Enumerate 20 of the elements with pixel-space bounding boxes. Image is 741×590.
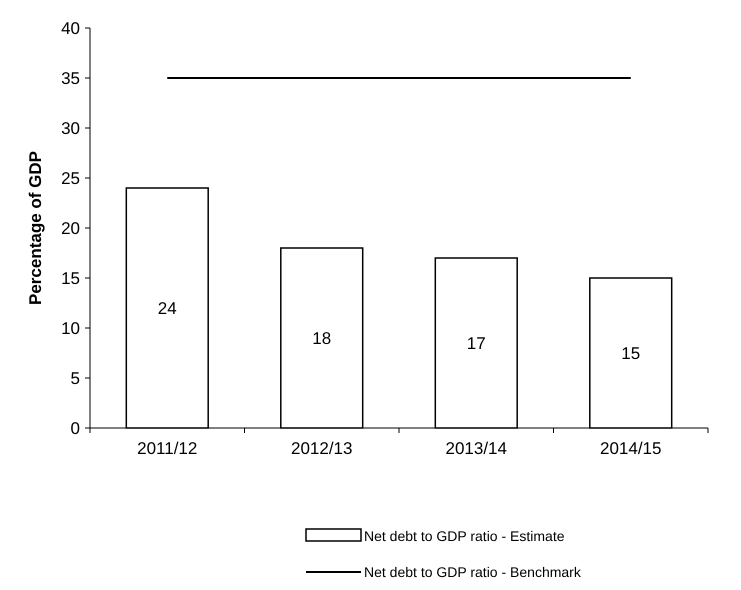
y-tick-label: 35 [61,69,80,88]
y-tick-label: 30 [61,119,80,138]
legend-label: Net debt to GDP ratio - Benchmark [364,564,582,580]
y-tick-label: 40 [61,19,80,38]
data-label: 17 [466,334,486,353]
y-tick-label: 20 [61,219,80,238]
x-tick-label: 2013/14 [446,439,507,458]
y-axis-title: Percentage of GDP [26,151,45,305]
y-tick-label: 5 [70,369,80,388]
data-label: 15 [621,344,640,363]
y-tick-label: 25 [61,169,80,188]
y-tick-label: 10 [61,319,80,338]
x-tick-label: 2012/13 [291,439,352,458]
y-tick-label: 0 [70,419,80,438]
y-tick-label: 15 [61,269,80,288]
x-tick-label: 2011/12 [137,439,198,458]
legend-label: Net debt to GDP ratio - Estimate [364,528,565,544]
x-tick-label: 2014/15 [600,439,662,458]
data-label: 24 [158,299,177,318]
data-label: 18 [312,329,332,348]
